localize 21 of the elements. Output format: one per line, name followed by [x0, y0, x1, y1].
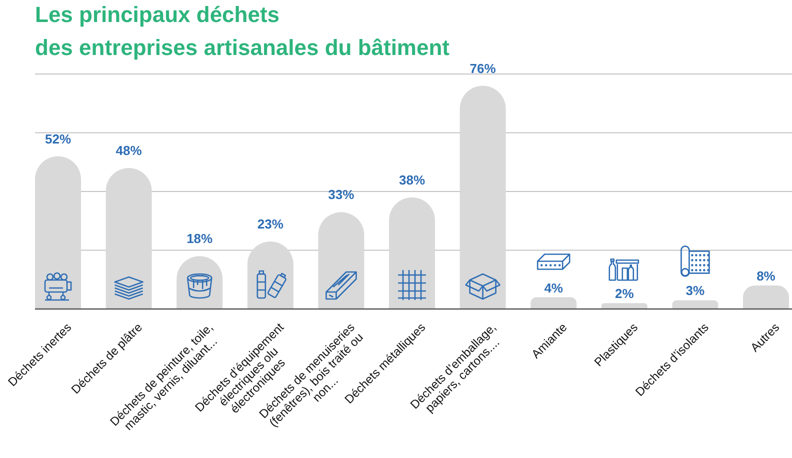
data-label: 23% — [257, 216, 284, 232]
bar — [742, 286, 789, 309]
bar — [601, 303, 648, 309]
bar — [318, 212, 364, 309]
data-label: 4% — [544, 280, 564, 296]
data-label: 8% — [756, 268, 776, 284]
data-label: 3% — [686, 283, 706, 298]
data-label: 2% — [614, 286, 634, 302]
data-label: 48% — [116, 143, 142, 158]
data-label: 18% — [186, 231, 214, 246]
bar — [35, 156, 82, 309]
data-label: 52% — [44, 131, 72, 146]
bar — [530, 297, 577, 309]
data-label: 76% — [470, 60, 496, 76]
bar — [672, 300, 718, 309]
bar — [106, 168, 152, 309]
data-label: 38% — [398, 172, 426, 188]
chart-title: Les principaux déchets des entreprises artisanales du bâtiment — [35, 2, 450, 60]
data-label: 33% — [328, 187, 355, 202]
bar — [388, 197, 436, 309]
bar — [460, 86, 506, 309]
